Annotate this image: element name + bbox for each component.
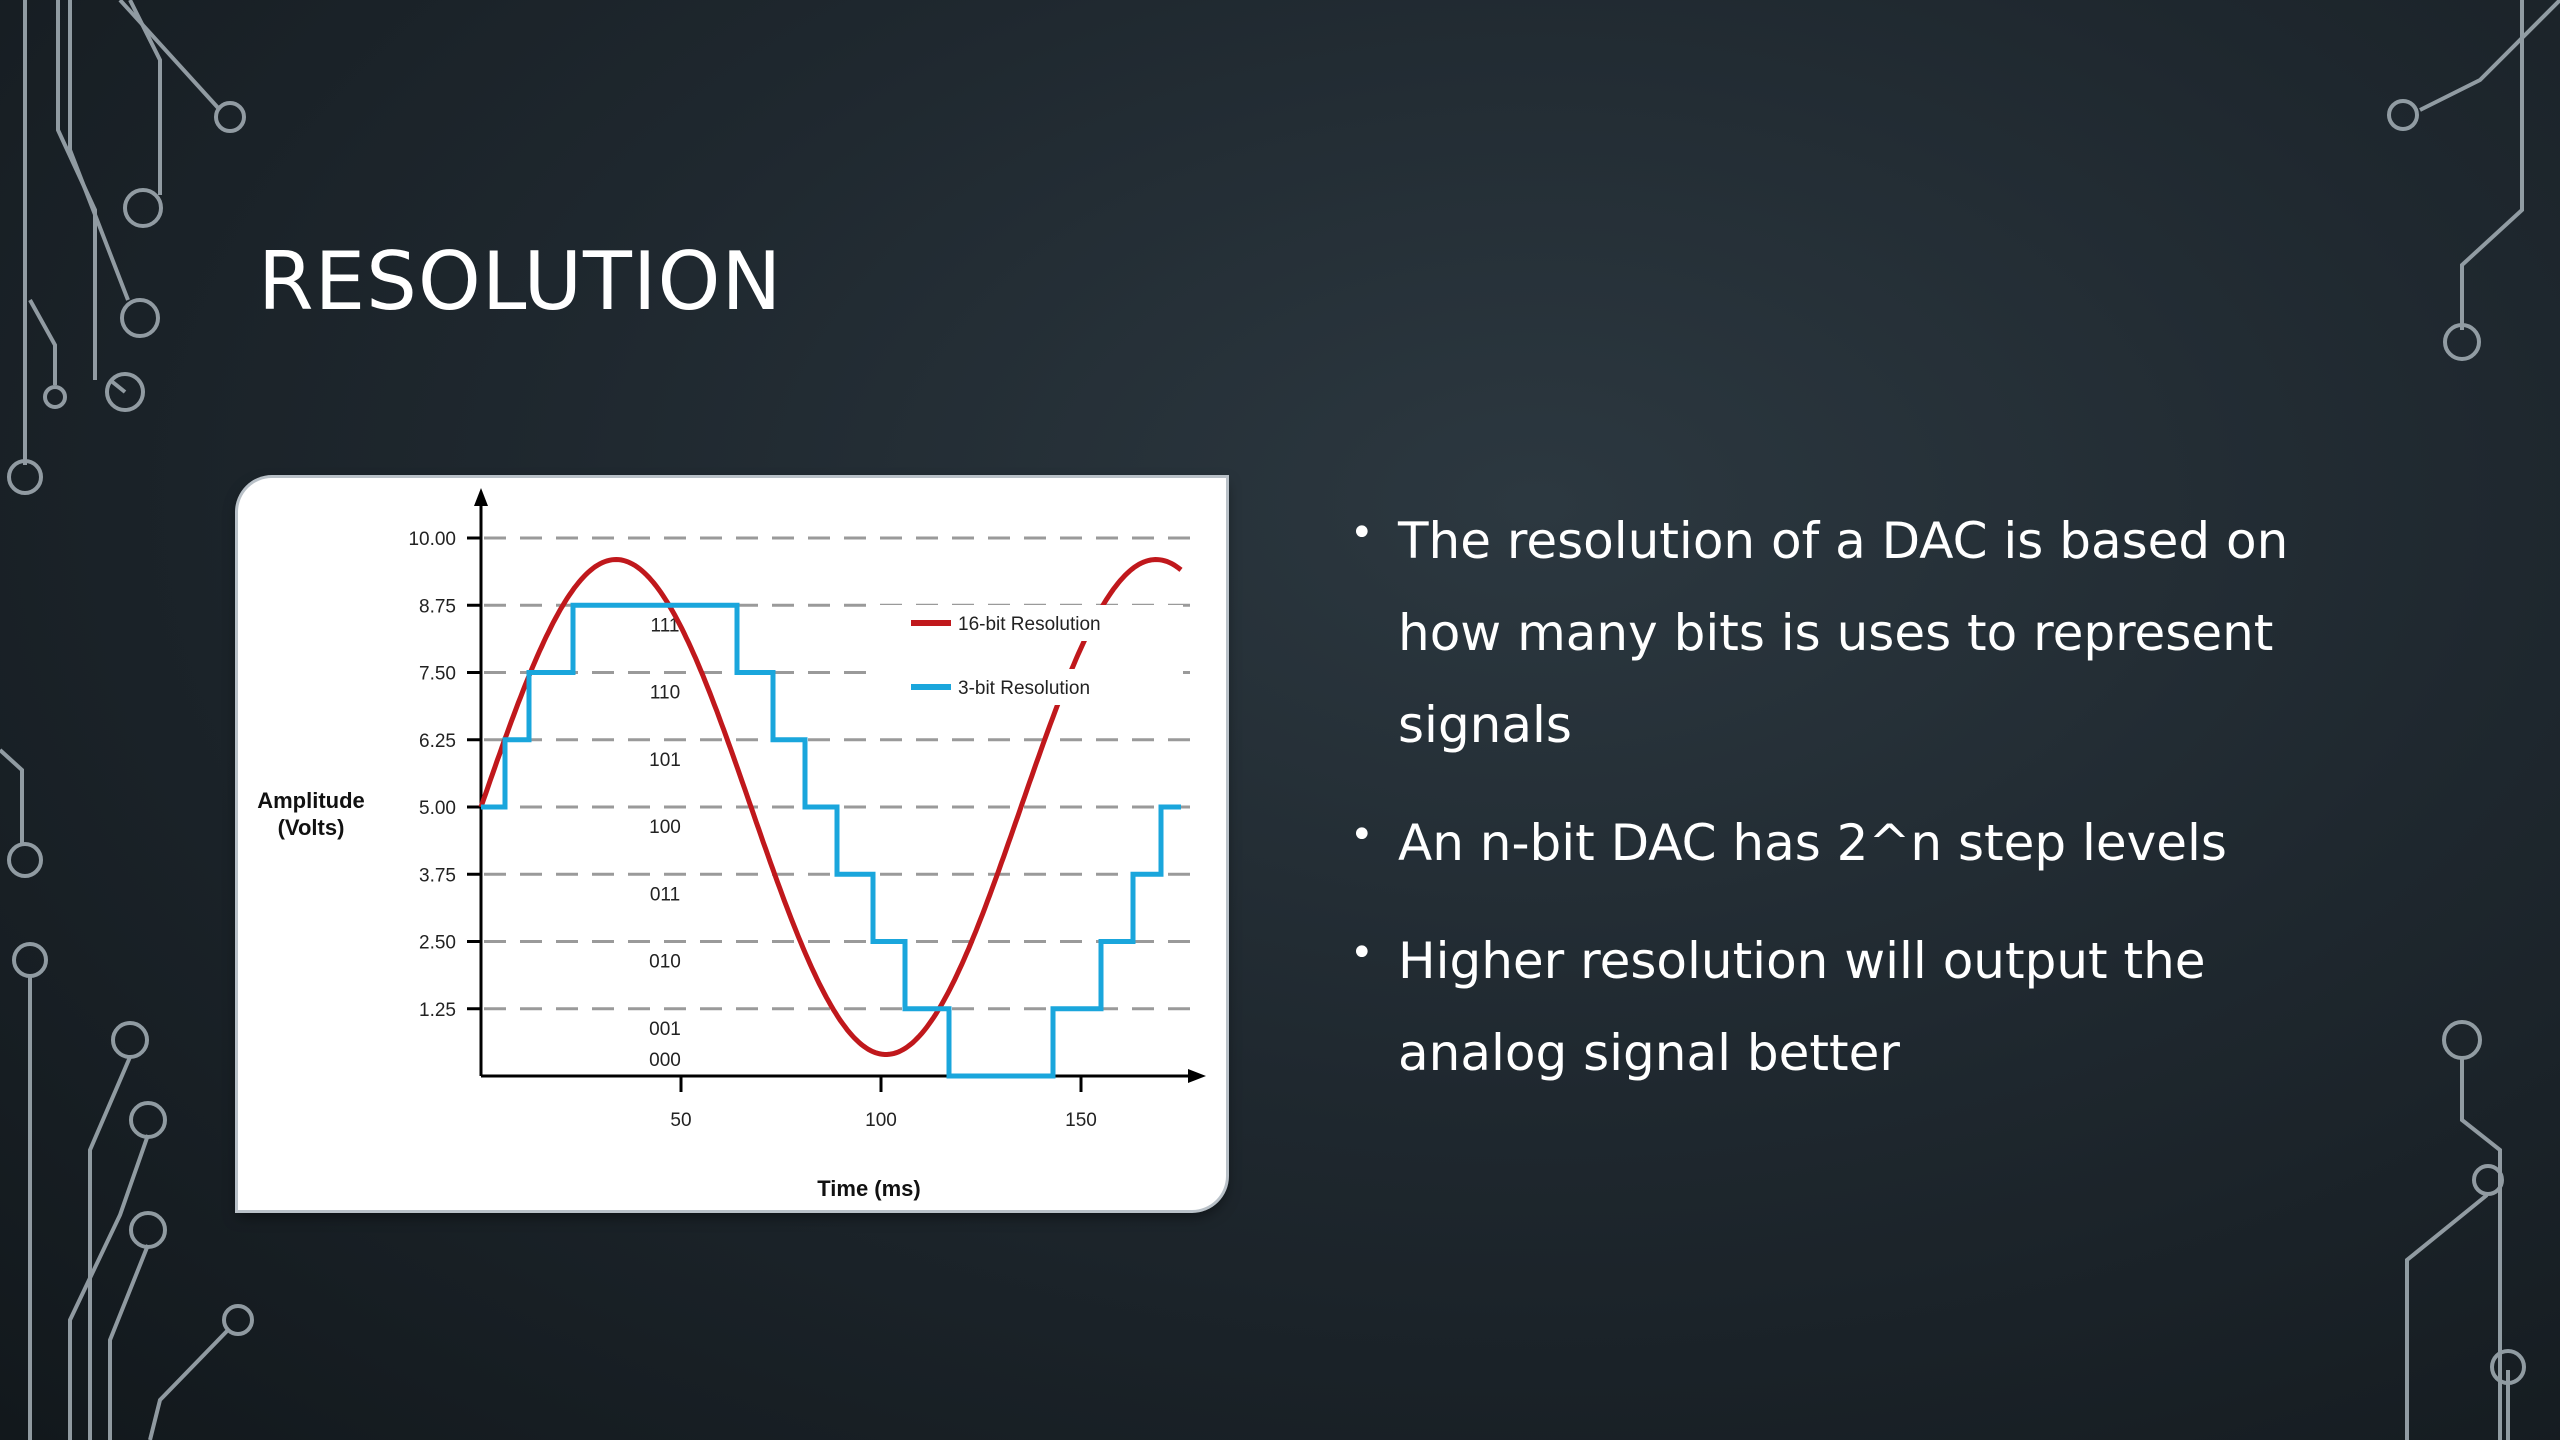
level-code-label: 101 — [649, 750, 681, 771]
y-tick-label: 6.25 — [419, 731, 456, 752]
bullet-symbol: • — [1350, 510, 1374, 556]
bullet-text: Higher resolution will output the analog… — [1398, 932, 2206, 1082]
bullet-list: • The resolution of a DAC is based on ho… — [1350, 495, 2350, 1125]
level-code-label: 011 — [650, 884, 680, 905]
chart-svg: 1.25 2.50 3.75 5.00 6.25 7.50 8.75 10.00 50 100 15… — [257, 488, 1206, 1201]
y-tick-label: 3.75 — [419, 865, 456, 886]
x-tick-label: 100 — [865, 1110, 897, 1131]
y-axis-arrow — [474, 488, 488, 506]
level-code-label: 100 — [649, 817, 681, 838]
x-axis-label: Time (ms) — [817, 1176, 921, 1201]
bullet-item: • An n-bit DAC has 2^n step levels — [1350, 797, 2350, 889]
level-code-bg — [629, 676, 683, 705]
y-tick-label: 10.00 — [408, 529, 456, 550]
legend-label-16bit: 16-bit Resolution — [958, 614, 1101, 635]
level-code-label: 001 — [649, 1019, 681, 1040]
level-code-bg — [629, 811, 683, 839]
y-tick-label: 5.00 — [419, 798, 456, 819]
y-tick-label: 8.75 — [419, 596, 456, 617]
level-code-bg — [629, 1044, 683, 1072]
series-3bit-line — [481, 602, 1181, 1079]
y-axis-label-line1: Amplitude — [257, 788, 365, 813]
y-tick-label: 7.50 — [419, 664, 456, 685]
slide-title: RESOLUTION — [258, 235, 783, 328]
bullet-symbol: • — [1350, 812, 1374, 858]
x-tick-label: 50 — [670, 1110, 691, 1131]
bullet-text: The resolution of a DAC is based on how … — [1398, 512, 2289, 754]
legend: 16-bit Resolution 3-bit Resolution — [878, 605, 1183, 705]
level-code-label: 010 — [649, 952, 681, 973]
level-code-label: 111 — [651, 615, 680, 636]
level-code-bg — [629, 1012, 683, 1041]
resolution-chart: 1.25 2.50 3.75 5.00 6.25 7.50 8.75 10.00 50 100 15… — [238, 478, 1226, 1210]
bullet-text: An n-bit DAC has 2^n step levels — [1398, 814, 2227, 872]
level-code-bg — [629, 878, 683, 907]
x-tick-label: 150 — [1065, 1110, 1097, 1131]
level-code-bg — [629, 743, 683, 772]
legend-label-3bit: 3-bit Resolution — [958, 678, 1090, 699]
y-tick-label: 2.50 — [419, 933, 456, 954]
bullet-item: • The resolution of a DAC is based on ho… — [1350, 495, 2350, 771]
y-axis-label-line2: (Volts) — [278, 815, 345, 840]
level-code-label: 000 — [649, 1050, 681, 1071]
bullet-item: • Higher resolution will output the anal… — [1350, 915, 2350, 1099]
level-code-bg — [629, 945, 683, 974]
y-tick-label: 1.25 — [419, 1000, 456, 1021]
bullet-symbol: • — [1350, 930, 1374, 976]
level-code-label: 110 — [650, 683, 680, 704]
x-axis-arrow — [1188, 1069, 1206, 1083]
